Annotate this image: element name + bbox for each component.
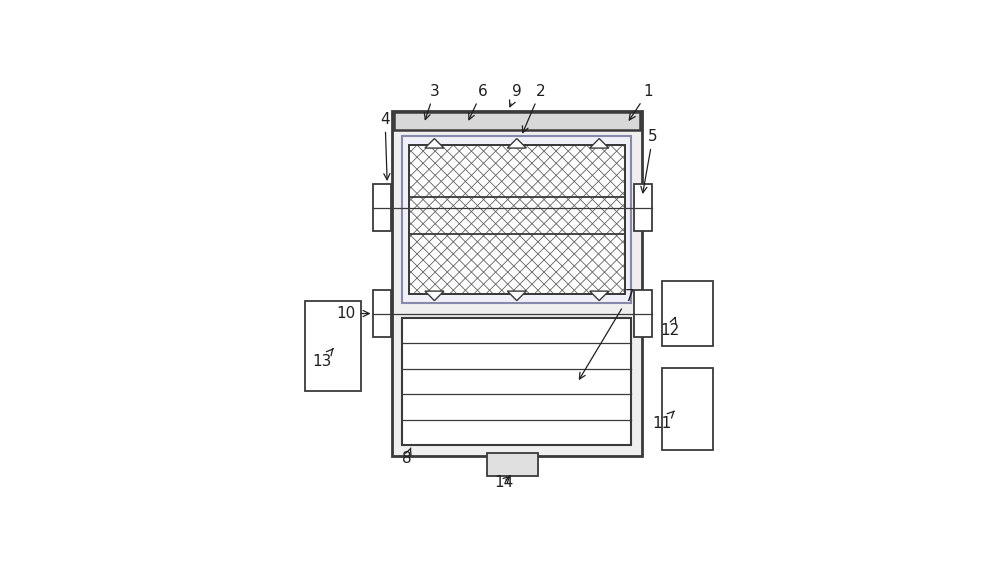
Text: 14: 14 (494, 475, 513, 490)
Text: 8: 8 (402, 448, 411, 466)
Bar (373, 290, 391, 337)
Polygon shape (425, 291, 444, 301)
Polygon shape (507, 291, 526, 301)
Bar (662, 281, 713, 346)
Bar (394, 112, 640, 130)
Text: 9: 9 (510, 84, 522, 107)
Text: 10: 10 (337, 306, 369, 321)
Polygon shape (507, 139, 526, 148)
Bar (409, 145, 625, 294)
Text: 5: 5 (641, 129, 658, 193)
Polygon shape (425, 139, 444, 148)
Text: 7: 7 (579, 289, 634, 379)
Text: 12: 12 (661, 318, 680, 338)
Text: 1: 1 (629, 84, 653, 120)
Bar (373, 184, 391, 232)
Bar (634, 184, 652, 232)
Bar (392, 111, 642, 456)
Bar (409, 145, 625, 294)
Text: 13: 13 (313, 348, 333, 369)
Bar (305, 301, 361, 392)
Text: 4: 4 (380, 112, 390, 180)
Text: 3: 3 (424, 84, 440, 119)
Bar (662, 367, 713, 449)
Polygon shape (590, 139, 609, 148)
Text: 2: 2 (522, 84, 545, 132)
Bar (634, 290, 652, 337)
Bar (402, 136, 631, 303)
Bar (402, 318, 631, 445)
Bar (487, 453, 538, 476)
Text: 6: 6 (469, 84, 487, 119)
Polygon shape (590, 291, 609, 301)
Text: 11: 11 (652, 411, 674, 431)
